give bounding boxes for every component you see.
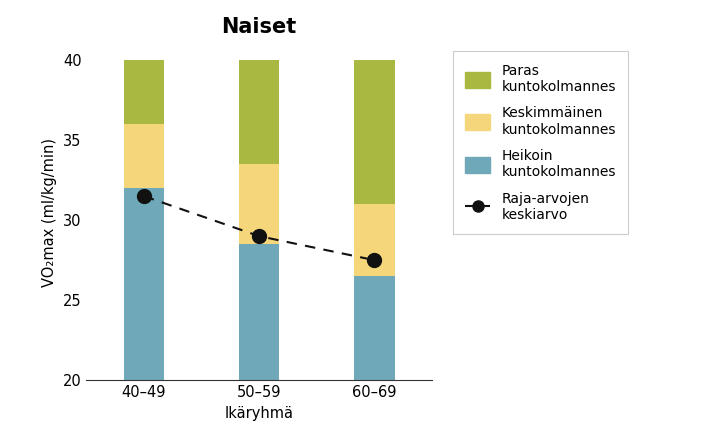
Bar	[239, 164, 279, 244]
Bar	[354, 276, 395, 380]
Bar	[124, 124, 164, 188]
Legend: Paras
kuntokolmannes, Keskimmäinen
kuntokolmannes, Heikoin
kuntokolmannes, Raja-: Paras kuntokolmannes, Keskimmäinen kunto…	[453, 51, 629, 234]
Bar	[354, 204, 395, 276]
Point	[253, 232, 265, 240]
Y-axis label: VO₂max (ml/kg/min): VO₂max (ml/kg/min)	[42, 137, 57, 287]
Bar	[239, 60, 279, 164]
Title: Naiset: Naiset	[222, 17, 297, 37]
Bar	[354, 60, 395, 204]
Point	[138, 193, 150, 200]
Bar	[239, 244, 279, 380]
X-axis label: Ikäryhmä: Ikäryhmä	[225, 406, 294, 420]
Point	[369, 257, 380, 264]
Bar	[124, 188, 164, 380]
Bar	[124, 60, 164, 124]
